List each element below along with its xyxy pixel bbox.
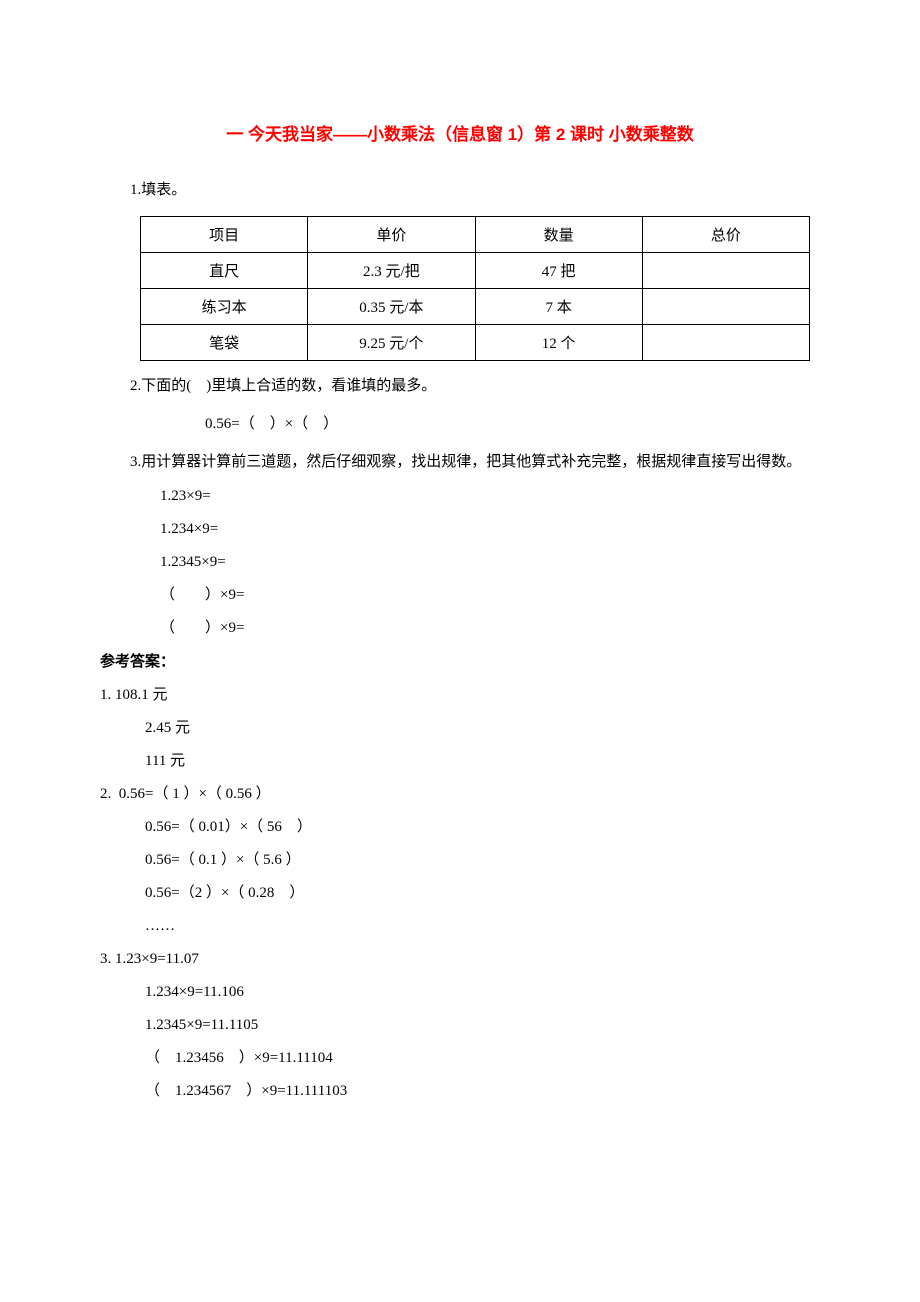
cell-total [642, 288, 809, 324]
a2-line3: 0.56=（ 0.1 ）×（ 5.6 ） [100, 844, 820, 877]
q2-expr: 0.56=（ ）×（ ） [100, 409, 820, 439]
cell-total [642, 324, 809, 360]
cell-total [642, 252, 809, 288]
a1-line2: 2.45 元 [100, 712, 820, 745]
page-title: 一 今天我当家——小数乘法（信息窗 1）第 2 课时 小数乘整数 [100, 120, 820, 145]
a1-line3: 111 元 [100, 745, 820, 778]
col-qty: 数量 [475, 216, 642, 252]
cell-qty: 7 本 [475, 288, 642, 324]
q3-line2: 1.234×9= [100, 513, 820, 546]
a1-line1: 1. 108.1 元 [100, 679, 820, 712]
col-price: 单价 [308, 216, 475, 252]
cell-item: 直尺 [141, 252, 308, 288]
a3-line4: （ 1.23456 ）×9=11.11104 [100, 1042, 820, 1075]
a2-line1: 2. 0.56=（ 1 ）×（ 0.56 ） [100, 778, 820, 811]
a2-label: 2. [100, 786, 111, 802]
cell-qty: 12 个 [475, 324, 642, 360]
q2-prompt: 2.下面的( )里填上合适的数，看谁填的最多。 [100, 369, 820, 404]
cell-price: 9.25 元/个 [308, 324, 475, 360]
col-item: 项目 [141, 216, 308, 252]
table-row: 练习本 0.35 元/本 7 本 [141, 288, 810, 324]
q3-line3: 1.2345×9= [100, 546, 820, 579]
a3-line3: 1.2345×9=11.1105 [100, 1009, 820, 1042]
a2-line5: …… [100, 910, 820, 943]
cell-item: 练习本 [141, 288, 308, 324]
a1-val1: 108.1 元 [115, 687, 168, 703]
a1-label: 1. [100, 687, 111, 703]
q1-prompt: 1.填表。 [100, 173, 820, 208]
cell-qty: 47 把 [475, 252, 642, 288]
q3-prompt: 3.用计算器计算前三道题，然后仔细观察，找出规律，把其他算式补充完整，根据规律直… [100, 445, 820, 480]
cell-price: 0.35 元/本 [308, 288, 475, 324]
col-total: 总价 [642, 216, 809, 252]
a2-line2: 0.56=（ 0.01）×（ 56 ） [100, 811, 820, 844]
table-header-row: 项目 单价 数量 总价 [141, 216, 810, 252]
cell-item: 笔袋 [141, 324, 308, 360]
table-row: 直尺 2.3 元/把 47 把 [141, 252, 810, 288]
a3-line2: 1.234×9=11.106 [100, 976, 820, 1009]
q3-line5: （ ）×9= [100, 612, 820, 645]
answers-heading: 参考答案： [100, 645, 820, 680]
q1-table: 项目 单价 数量 总价 直尺 2.3 元/把 47 把 练习本 0.35 元/本… [140, 216, 810, 361]
q3-line4: （ ）×9= [100, 579, 820, 612]
a3-val1: 1.23×9=11.07 [115, 951, 199, 967]
a3-line5: （ 1.234567 ）×9=11.111103 [100, 1075, 820, 1108]
table-row: 笔袋 9.25 元/个 12 个 [141, 324, 810, 360]
cell-price: 2.3 元/把 [308, 252, 475, 288]
a3-line1: 3. 1.23×9=11.07 [100, 943, 820, 976]
q3-line1: 1.23×9= [100, 480, 820, 513]
a3-label: 3. [100, 951, 111, 967]
a2-line4: 0.56=（2 ）×（ 0.28 ） [100, 877, 820, 910]
a2-val1: 0.56=（ 1 ）×（ 0.56 ） [119, 786, 271, 802]
